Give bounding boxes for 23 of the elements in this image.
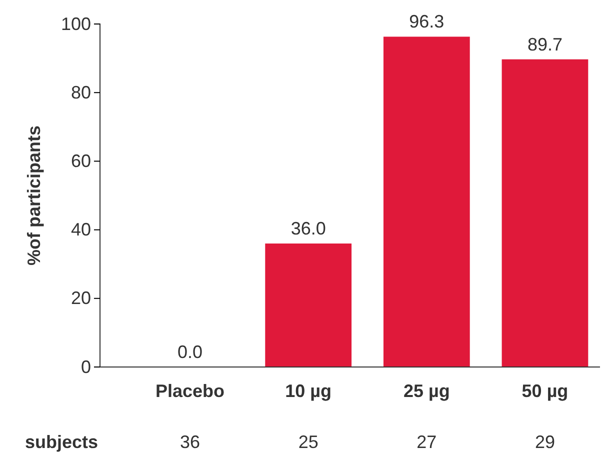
text: 25 (298, 432, 318, 452)
y-tick-label: 60 (70, 150, 91, 171)
text: 29 (534, 432, 555, 452)
data-label: 89.7 (527, 34, 563, 54)
text: subjects (24, 432, 98, 452)
text: 36 (180, 432, 200, 452)
bar (502, 59, 588, 367)
y-tick-label: 20 (70, 288, 91, 308)
data-label: 96.3 (409, 12, 444, 32)
x-tick-label: 25 µg (403, 381, 450, 401)
y-tick-label: 100 (60, 14, 91, 34)
y-axis-title: %of participants (24, 125, 44, 266)
y-tick-label: 80 (70, 82, 91, 102)
text: 27 (416, 432, 437, 452)
bar (383, 36, 470, 367)
x-tick-label: 50 µg (522, 381, 568, 401)
y-tick-label: 0 (80, 356, 91, 377)
data-label: 0.0 (178, 342, 203, 362)
bar (265, 244, 352, 367)
x-tick-label: 10 µg (285, 381, 332, 401)
y-tick-label: 40 (70, 220, 91, 240)
x-tick-label: Placebo (156, 381, 225, 401)
data-label: 36.0 (290, 218, 326, 239)
